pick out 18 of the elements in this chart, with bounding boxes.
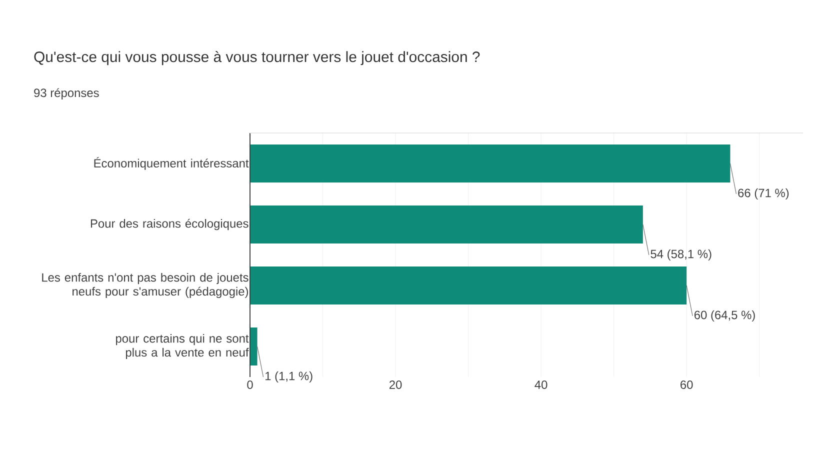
x-tick-label: 60: [680, 380, 693, 389]
data-label: 60 (64,5 %): [694, 310, 755, 322]
y-tick-label: Pour des raisons écologiques: [90, 218, 248, 230]
bar: [250, 266, 687, 304]
x-tick-label: 20: [389, 380, 402, 389]
data-label: 54 (58,1 %): [650, 249, 712, 261]
y-tick-label: Économiquement intéressant: [94, 157, 249, 170]
chart-title: Qu'est-ce qui vous pousse à vous tourner vers le jouet d'occasion ?: [34, 50, 480, 66]
bar: [250, 205, 643, 244]
y-tick-label: pour certains qui ne sont plus a la vente en neuf: [116, 334, 249, 360]
bar: [250, 327, 258, 366]
data-label: 1 (1,1 %): [265, 371, 312, 383]
x-tick-label: 40: [534, 380, 548, 389]
x-tick-label: 0: [247, 380, 253, 389]
y-tick-label: Les enfants n'ont pas besoin de jouets neufs pour s'amuser (pédagogie): [42, 272, 248, 298]
text: 93 réponses: [34, 88, 99, 100]
data-label: 66 (71 %): [738, 188, 789, 200]
bar: [250, 144, 730, 182]
